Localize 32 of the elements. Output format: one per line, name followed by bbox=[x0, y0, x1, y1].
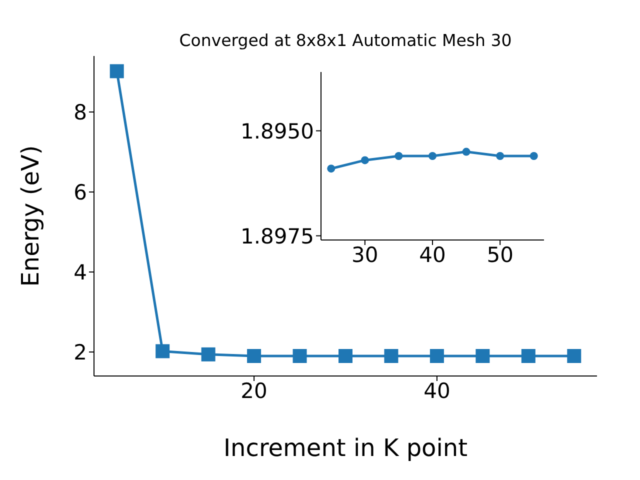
point bbox=[462, 148, 470, 156]
y-tick-label: 8 bbox=[74, 100, 87, 124]
point bbox=[201, 347, 216, 362]
point bbox=[394, 152, 403, 160]
y-tick-label: 6 bbox=[74, 180, 87, 204]
x-tick-label: 30 bbox=[352, 242, 378, 267]
point bbox=[327, 164, 336, 173]
x-tick-label: 40 bbox=[424, 378, 450, 403]
point bbox=[110, 64, 124, 78]
point bbox=[292, 349, 307, 363]
x-tick-label: 40 bbox=[419, 242, 446, 267]
chart-title: Converged at 8x8x1 Automatic Mesh 30 bbox=[178, 30, 513, 52]
point bbox=[338, 349, 352, 363]
y-tick-label: 1.8950 bbox=[240, 119, 314, 144]
x-tick-label: 50 bbox=[486, 242, 514, 267]
point bbox=[247, 349, 262, 363]
y-tick-label: 2 bbox=[74, 340, 87, 364]
point bbox=[496, 152, 504, 160]
point bbox=[530, 152, 538, 160]
point bbox=[360, 156, 369, 164]
point bbox=[430, 349, 444, 363]
y-tick-label: 1.8975 bbox=[240, 224, 314, 248]
y-axis-title: Energy (eV) bbox=[16, 145, 45, 287]
point bbox=[476, 349, 490, 363]
point bbox=[428, 152, 436, 160]
point bbox=[384, 349, 398, 363]
y-tick-label: 4 bbox=[74, 260, 87, 284]
point bbox=[567, 349, 582, 363]
point bbox=[521, 349, 536, 363]
x-tick-label: 20 bbox=[240, 378, 268, 403]
point bbox=[156, 344, 170, 358]
x-axis-title: Increment in K point bbox=[223, 434, 468, 462]
